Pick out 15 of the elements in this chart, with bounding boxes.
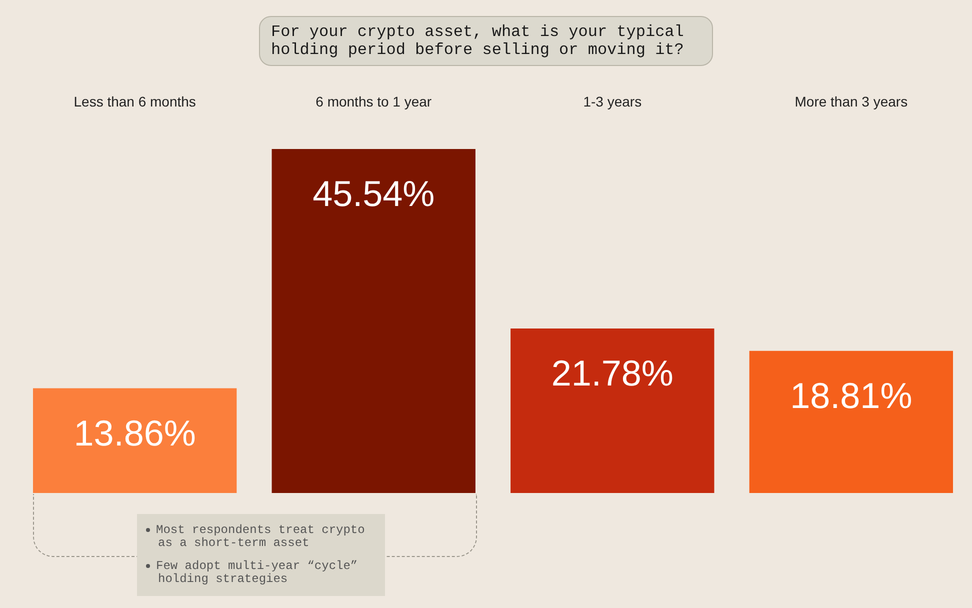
x-tick-label: Less than 6 months [74, 94, 196, 110]
text: Few adopt multi-year “cycle” holding strategies [155, 559, 359, 586]
x-tick-label: 6 months to 1 year [316, 94, 432, 110]
bar [272, 149, 476, 493]
x-tick-label: 1-3 years [583, 94, 642, 110]
text: Most respondents treat crypto as a short-term asset [155, 523, 366, 550]
data-label: 18.81% [790, 374, 912, 416]
x-tick-label: More than 3 years [794, 94, 908, 110]
bar [749, 350, 953, 493]
chart-title: For your crypto asset, what is your typical holding period before selling or moving it? [259, 16, 713, 66]
bar [510, 328, 714, 493]
bar [33, 388, 237, 493]
data-label: 13.86% [74, 412, 196, 454]
data-label: 45.54% [312, 173, 435, 214]
data-label: 21.78% [551, 352, 674, 394]
